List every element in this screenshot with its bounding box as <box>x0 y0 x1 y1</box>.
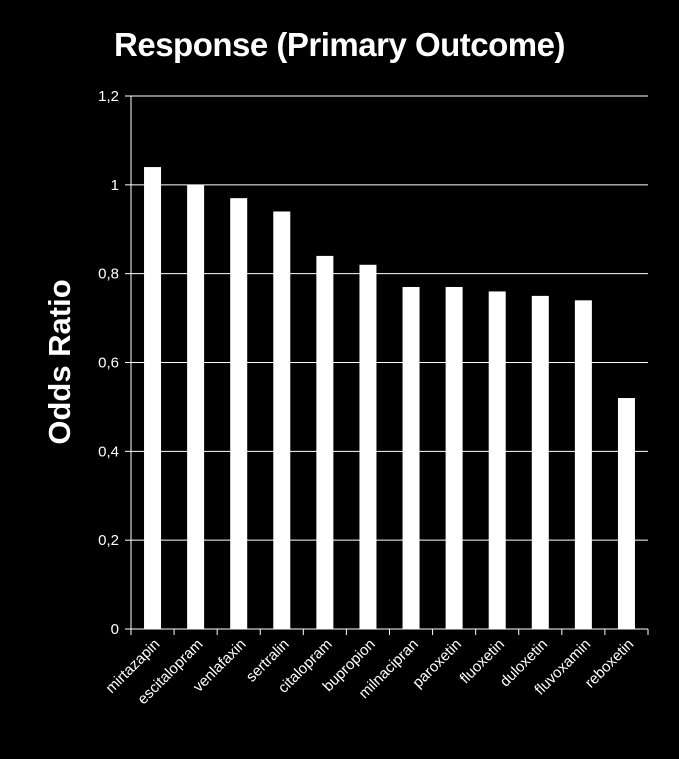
y-tick-label: 0,6 <box>98 355 119 372</box>
x-tick-labels: mirtazapinescitalopramvenlafaxinsertrali… <box>102 636 637 708</box>
y-tick-label: 0,4 <box>98 443 119 460</box>
bar-escitalopram <box>187 184 205 630</box>
y-tick-label: 1 <box>111 177 119 194</box>
bar-milnacipran <box>402 286 420 629</box>
bar-bupropion <box>359 264 377 629</box>
y-tick-label: 0,8 <box>98 266 119 283</box>
bar-sertralin <box>273 211 291 629</box>
bar-venlafaxin <box>230 198 248 630</box>
bar-mirtazapin <box>144 167 162 630</box>
bar-fluoxetin <box>488 291 506 629</box>
axes <box>125 95 649 635</box>
y-tick-label: 1,2 <box>98 88 119 105</box>
bars <box>144 167 635 630</box>
chart-title: Response (Primary Outcome) <box>114 26 565 63</box>
y-tick-label: 0 <box>111 621 119 638</box>
gridlines <box>131 95 648 541</box>
bar-fluvoxamin <box>574 300 592 629</box>
bar-reboxetin <box>617 398 635 629</box>
y-tick-label: 0,2 <box>98 532 119 549</box>
bar-duloxetin <box>531 295 549 629</box>
y-axis-label: Odds Ratio <box>42 279 77 444</box>
bar-citalopram <box>316 255 334 629</box>
bar-paroxetin <box>445 286 463 629</box>
y-tick-labels: 0 0,2 0,4 0,6 0,8 1 1,2 <box>98 88 119 638</box>
